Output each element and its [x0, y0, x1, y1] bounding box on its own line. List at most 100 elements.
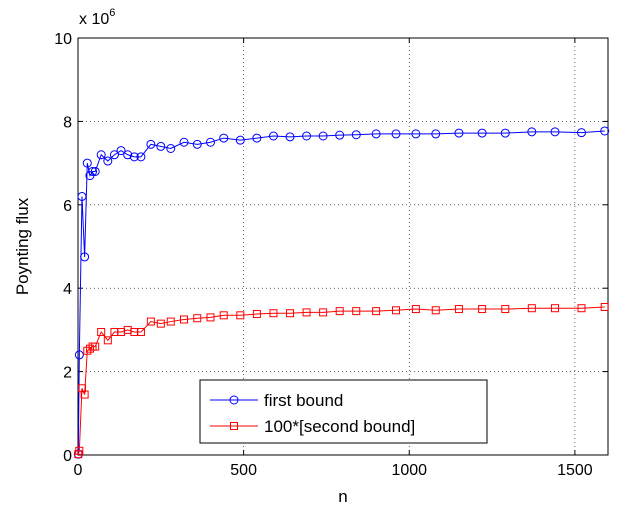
x-tick-label: 0 — [74, 462, 83, 479]
legend-label-first-bound: first bound — [264, 391, 343, 410]
data-point-circle — [527, 127, 537, 137]
y-tick-label: 4 — [63, 281, 72, 298]
data-point-circle — [136, 152, 146, 162]
data-point-circle — [335, 130, 345, 140]
data-point-circle — [156, 141, 166, 151]
data-point-square — [392, 306, 400, 315]
data-point-square — [136, 327, 145, 336]
data-point-circle — [116, 146, 126, 156]
data-point-square — [335, 307, 344, 316]
data-point-circle — [431, 129, 441, 139]
y-tick-label: 0 — [63, 448, 72, 465]
data-point-square — [286, 309, 294, 318]
data-point-circle — [577, 128, 586, 138]
grid — [78, 38, 608, 455]
data-point-square — [411, 305, 420, 314]
data-point-circle — [123, 150, 133, 160]
y-axis-label: Poynting flux — [13, 197, 32, 295]
data-point-square — [501, 305, 510, 314]
data-point-square — [431, 306, 440, 315]
x-tick-label: 1500 — [557, 462, 593, 479]
y-axis-multiplier-exponent: 6 — [109, 7, 115, 19]
legend-marker-circle — [229, 395, 239, 405]
data-point-square — [478, 305, 487, 314]
y-axis-multiplier-base: x 10 — [79, 11, 109, 28]
data-point-circle — [192, 139, 202, 149]
data-point-circle — [88, 166, 98, 176]
data-point-circle — [109, 150, 119, 160]
data-point-square — [206, 313, 215, 322]
data-point-circle — [550, 127, 560, 137]
data-point-square — [577, 304, 586, 313]
y-tick-label: 8 — [63, 114, 72, 131]
data-point-square — [146, 317, 155, 326]
data-point-square — [83, 346, 92, 355]
data-point-circle — [235, 135, 245, 145]
data-point-circle — [80, 252, 90, 262]
data-point-square — [319, 308, 328, 317]
data-point-circle — [96, 150, 106, 160]
data-point-square — [97, 327, 106, 336]
data-point-square — [103, 336, 112, 345]
data-point-circle — [411, 129, 421, 139]
data-point-circle — [477, 128, 487, 138]
data-point-square — [77, 384, 86, 393]
data-point-square — [252, 310, 261, 319]
series-line — [77, 306, 605, 455]
data-point-square — [219, 311, 228, 320]
data-point-circle — [268, 131, 278, 141]
data-point-square — [236, 311, 245, 320]
data-point-circle — [318, 131, 328, 141]
data-point-square — [85, 344, 94, 353]
data-point-circle — [146, 139, 156, 149]
data-point-square — [352, 307, 361, 316]
data-point-circle — [206, 137, 215, 147]
data-point-square — [454, 305, 463, 314]
y-tick-label: 6 — [63, 198, 72, 215]
data-point-square — [269, 309, 278, 318]
legend-box — [199, 379, 488, 444]
data-point-circle — [371, 129, 381, 139]
series-second-bound — [74, 302, 609, 459]
data-point-square — [193, 314, 202, 323]
data-point-circle — [90, 166, 100, 176]
data-point-circle — [129, 152, 139, 162]
data-point-circle — [454, 128, 464, 138]
data-point-circle — [179, 137, 189, 147]
data-point-circle — [302, 131, 312, 141]
x-axis-label: n — [338, 487, 347, 506]
data-point-circle — [391, 129, 401, 139]
data-point-circle — [166, 144, 176, 154]
series-line — [77, 130, 605, 455]
data-point-circle — [103, 156, 113, 166]
data-point-square — [156, 319, 165, 328]
data-point-square — [600, 302, 609, 311]
legend-label-second-bound: 100*[second bound] — [264, 417, 415, 436]
legend-marker-square — [230, 422, 238, 430]
data-point-square — [166, 317, 175, 326]
data-point-circle — [600, 126, 610, 136]
data-point-square — [527, 304, 536, 313]
series — [73, 126, 610, 459]
data-point-square — [372, 307, 381, 316]
data-point-circle — [82, 158, 92, 168]
axis-ticks: 0 500 1000 1500 0 2 4 6 8 10 — [54, 31, 608, 479]
series-first-bound — [73, 126, 610, 459]
data-point-circle — [74, 350, 84, 360]
data-point-circle — [252, 133, 262, 143]
data-point-square — [302, 308, 311, 317]
x-tick-label: 500 — [230, 462, 257, 479]
data-point-square — [80, 390, 89, 399]
y-tick-label: 10 — [54, 31, 72, 48]
data-point-circle — [285, 132, 295, 142]
plot-area-frame — [77, 37, 609, 456]
data-point-square — [180, 315, 188, 324]
data-point-circle — [500, 128, 510, 138]
data-point-circle — [219, 133, 229, 143]
legend: first bound 100*[second bound] — [199, 379, 488, 444]
data-point-square — [551, 304, 559, 313]
data-point-circle — [77, 191, 87, 201]
data-point-circle — [351, 130, 361, 140]
data-point-square — [91, 342, 100, 351]
